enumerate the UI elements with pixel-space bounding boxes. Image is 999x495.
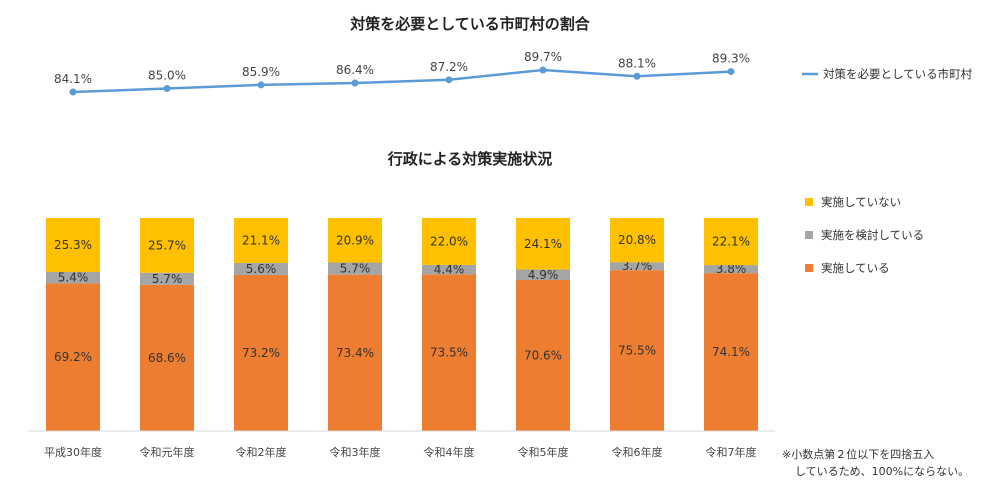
bar-legend-swatch	[805, 198, 813, 206]
note-line-2: しているため、100%にならない。	[795, 465, 969, 478]
line-data-label: 87.2%	[430, 60, 468, 74]
line-data-label: 88.1%	[618, 56, 656, 70]
bar-segment	[140, 218, 194, 273]
bar-data-label: 4.4%	[434, 263, 465, 277]
bar-data-label: 20.9%	[336, 233, 374, 247]
line-data-label: 85.9%	[242, 65, 280, 79]
x-tick-label: 令和7年度	[706, 445, 757, 459]
bar-segment	[46, 283, 100, 431]
bar-data-label: 75.5%	[618, 344, 656, 358]
line-point	[445, 76, 453, 84]
bar-segment	[704, 265, 758, 274]
bar-segment	[234, 262, 288, 275]
bar-legend-swatch	[805, 231, 813, 239]
line-data-label: 84.1%	[54, 72, 92, 86]
line-data-label: 86.4%	[336, 63, 374, 77]
bar-data-label: 24.1%	[524, 237, 562, 251]
line-data-label: 89.3%	[712, 52, 750, 66]
line-legend-label: 対策を必要としている市町村	[823, 67, 973, 81]
x-tick-label: 令和元年度	[140, 445, 195, 459]
bar-legend-label: 実施している	[821, 261, 890, 275]
bar-segment	[140, 284, 194, 431]
line-point	[633, 72, 641, 80]
bar-segment	[704, 273, 758, 431]
bar-segment	[234, 274, 288, 431]
bar-data-label: 22.0%	[430, 235, 468, 249]
bar-legend-label: 実施していない	[821, 195, 901, 209]
line-legend: 対策を必要としている市町村	[802, 67, 973, 81]
line-data-label: 89.7%	[524, 50, 562, 64]
bar-segment	[610, 262, 664, 271]
bar-data-label: 25.3%	[54, 238, 92, 252]
bar-segment	[516, 269, 570, 281]
note-line-1: ※小数点第２位以下を四捨五入	[782, 447, 934, 461]
bar-data-label: 4.9%	[528, 268, 559, 282]
bar-segment	[328, 262, 382, 275]
bar-data-label: 22.1%	[712, 235, 750, 249]
x-tick-label: 令和5年度	[518, 445, 569, 459]
bar-data-label: 73.4%	[336, 346, 374, 360]
bar-segment	[422, 264, 476, 275]
bar-segment	[610, 270, 664, 431]
bar-data-label: 21.1%	[242, 234, 280, 248]
bar-data-label: 73.2%	[242, 346, 280, 360]
bar-segment	[46, 271, 100, 284]
bar-data-label: 5.7%	[340, 262, 371, 276]
bar-data-label: 73.5%	[430, 346, 468, 360]
line-series	[72, 68, 732, 94]
bar-data-label: 68.6%	[148, 351, 186, 365]
line-point	[727, 68, 735, 76]
line-chart-title: 対策を必要としている市町村の割合	[349, 15, 591, 33]
bar-segment	[328, 274, 382, 431]
line-chart: 84.1% 85.0% 85.9% 86.4% 87.2% 89.7% 88.1% 89.3%	[54, 50, 750, 96]
bar-segment	[704, 218, 758, 266]
bar-data-label: 3.7%	[622, 259, 653, 273]
x-tick-label: 令和4年度	[424, 445, 475, 459]
bar-data-label: 25.7%	[148, 238, 186, 252]
line-data-label: 85.0%	[148, 68, 186, 82]
x-tick-label: 平成30年度	[44, 445, 102, 459]
bar-legend-label: 実施を検討している	[821, 228, 924, 242]
bar-data-label: 5.6%	[246, 262, 277, 276]
line-point	[69, 88, 77, 96]
x-tick-label: 令和2年度	[236, 445, 287, 459]
bar-segment	[516, 280, 570, 431]
bar-segment	[234, 218, 288, 263]
bar-segment	[140, 272, 194, 285]
line-point	[351, 79, 359, 87]
bar-data-label: 69.2%	[54, 350, 92, 364]
x-tick-label: 令和6年度	[612, 445, 663, 459]
bar-data-label: 20.8%	[618, 233, 656, 247]
bar-chart-title: 行政による対策実施状況	[387, 150, 553, 168]
bar-data-label: 5.4%	[58, 271, 89, 285]
bar-legend-swatch	[805, 264, 813, 272]
x-tick-label: 令和3年度	[330, 445, 381, 459]
line-point	[163, 84, 171, 92]
bar-data-label: 70.6%	[524, 349, 562, 363]
bar-segment	[422, 218, 476, 265]
bar-data-label: 3.8%	[716, 262, 747, 276]
line-point	[539, 66, 547, 74]
bar-segment	[328, 218, 382, 263]
bar-data-label: 5.7%	[152, 272, 183, 286]
bar-chart: 69.2% 5.4% 25.3% 平成30年度 68.6% 5.7% 25.7% 令和元年度 7…	[44, 218, 758, 459]
bar-segment	[422, 274, 476, 431]
line-point	[257, 81, 265, 89]
bar-segment	[516, 218, 570, 270]
bar-segment	[46, 218, 100, 272]
bar-segment	[610, 218, 664, 263]
bar-data-label: 74.1%	[712, 345, 750, 359]
